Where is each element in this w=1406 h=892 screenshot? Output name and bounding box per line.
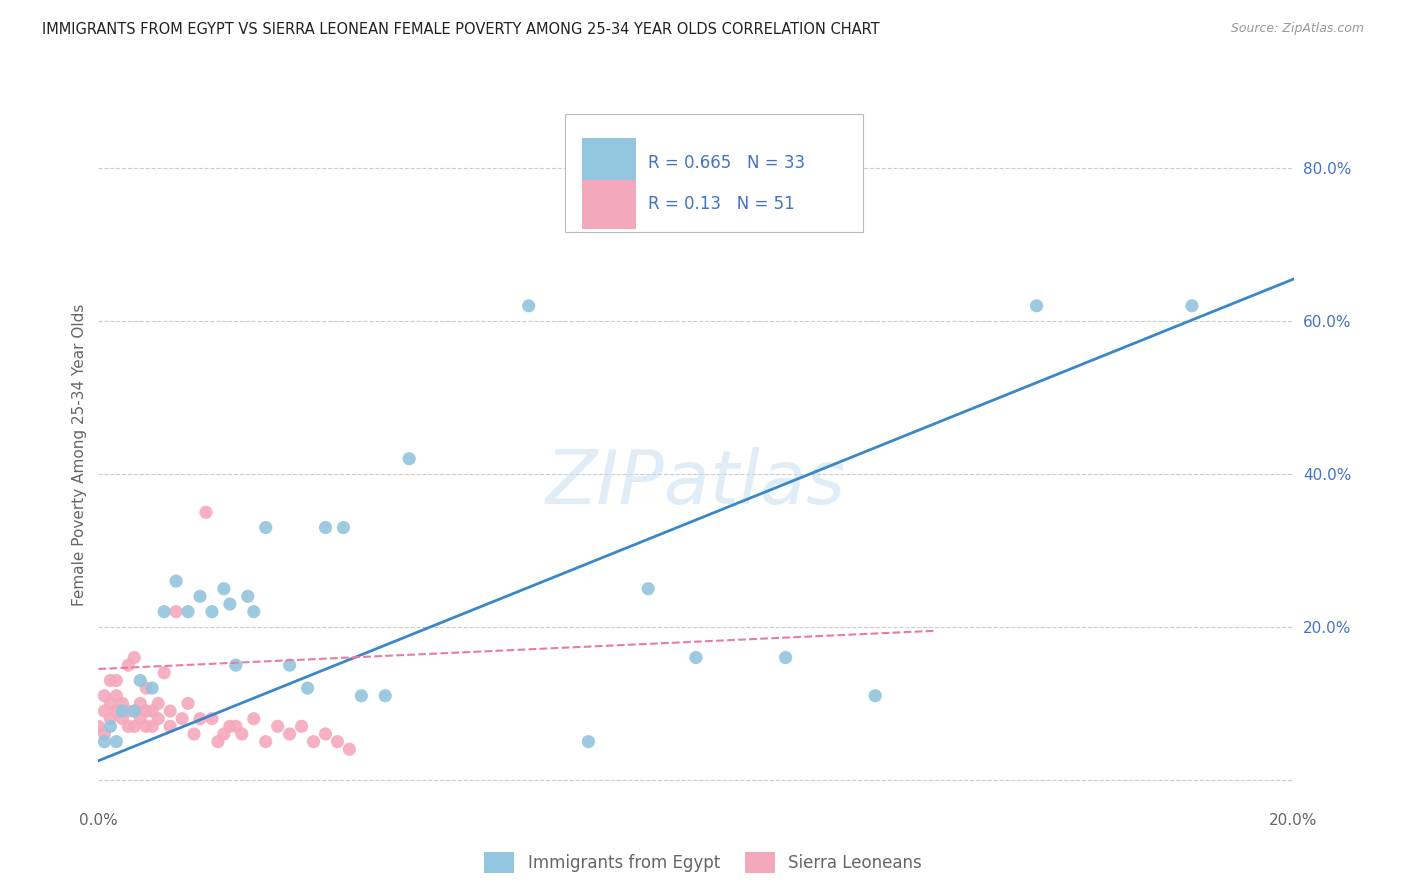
Point xyxy=(117,658,139,673)
Point xyxy=(243,712,266,726)
Point xyxy=(153,605,176,619)
Point xyxy=(159,704,181,718)
Point xyxy=(148,697,170,711)
Point xyxy=(129,697,152,711)
Point xyxy=(93,704,115,718)
Point xyxy=(135,681,157,695)
Point xyxy=(100,697,122,711)
Point xyxy=(87,719,110,733)
Point xyxy=(225,658,247,673)
Point xyxy=(105,689,128,703)
Point xyxy=(350,689,373,703)
Point xyxy=(775,650,797,665)
Point xyxy=(398,451,420,466)
Point xyxy=(172,712,194,726)
Point xyxy=(124,704,146,718)
Y-axis label: Female Poverty Among 25-34 Year Olds: Female Poverty Among 25-34 Year Olds xyxy=(72,304,87,606)
Point xyxy=(219,719,242,733)
Point xyxy=(93,727,115,741)
Point xyxy=(165,605,187,619)
Point xyxy=(129,673,152,688)
Point xyxy=(159,719,181,733)
Point xyxy=(236,590,259,604)
Point xyxy=(1025,299,1047,313)
Point xyxy=(315,727,337,741)
Point xyxy=(685,650,707,665)
Point xyxy=(339,742,360,756)
Point xyxy=(865,689,887,703)
Point xyxy=(225,719,247,733)
Point xyxy=(93,689,115,703)
Point xyxy=(141,719,163,733)
Point xyxy=(243,605,266,619)
Point xyxy=(207,734,229,748)
Point xyxy=(254,520,277,534)
Point xyxy=(141,681,163,695)
FancyBboxPatch shape xyxy=(565,114,863,232)
Point xyxy=(135,719,157,733)
Point xyxy=(153,665,176,680)
Point xyxy=(326,734,349,748)
Point xyxy=(231,727,253,741)
Legend: Immigrants from Egypt, Sierra Leoneans: Immigrants from Egypt, Sierra Leoneans xyxy=(478,846,928,880)
Point xyxy=(93,734,115,748)
Point xyxy=(111,704,134,718)
Point xyxy=(111,697,134,711)
Point xyxy=(105,673,128,688)
Text: R = 0.13   N = 51: R = 0.13 N = 51 xyxy=(648,195,794,213)
Point xyxy=(124,719,146,733)
Point xyxy=(188,590,211,604)
Point xyxy=(129,712,152,726)
Point xyxy=(212,727,235,741)
Point xyxy=(177,605,200,619)
Point xyxy=(201,605,224,619)
Point xyxy=(297,681,319,695)
Point xyxy=(374,689,396,703)
Point xyxy=(141,704,163,718)
Point xyxy=(117,719,139,733)
FancyBboxPatch shape xyxy=(582,138,637,187)
Point xyxy=(254,734,277,748)
Point xyxy=(135,704,157,718)
Point xyxy=(100,712,122,726)
Text: Source: ZipAtlas.com: Source: ZipAtlas.com xyxy=(1230,22,1364,36)
Point xyxy=(100,719,122,733)
Point xyxy=(302,734,325,748)
Point xyxy=(105,734,128,748)
Point xyxy=(195,505,218,519)
Point xyxy=(188,712,211,726)
Point xyxy=(267,719,290,733)
Point xyxy=(278,727,301,741)
Point xyxy=(332,520,354,534)
Point xyxy=(100,673,122,688)
Point xyxy=(111,712,134,726)
Point xyxy=(578,734,600,748)
FancyBboxPatch shape xyxy=(582,180,637,229)
Point xyxy=(183,727,205,741)
Point xyxy=(201,712,224,726)
Point xyxy=(165,574,187,588)
Point xyxy=(637,582,659,596)
Text: ZIPatlas: ZIPatlas xyxy=(546,447,846,519)
Point xyxy=(124,704,146,718)
Point xyxy=(177,697,200,711)
Point xyxy=(291,719,314,733)
Point xyxy=(124,650,146,665)
Point xyxy=(278,658,301,673)
Text: IMMIGRANTS FROM EGYPT VS SIERRA LEONEAN FEMALE POVERTY AMONG 25-34 YEAR OLDS COR: IMMIGRANTS FROM EGYPT VS SIERRA LEONEAN … xyxy=(42,22,880,37)
Point xyxy=(105,704,128,718)
Point xyxy=(517,299,540,313)
Point xyxy=(315,520,337,534)
Point xyxy=(1181,299,1204,313)
Point xyxy=(117,704,139,718)
Point xyxy=(219,597,242,611)
Point xyxy=(212,582,235,596)
Point xyxy=(148,712,170,726)
Text: R = 0.665   N = 33: R = 0.665 N = 33 xyxy=(648,153,806,171)
